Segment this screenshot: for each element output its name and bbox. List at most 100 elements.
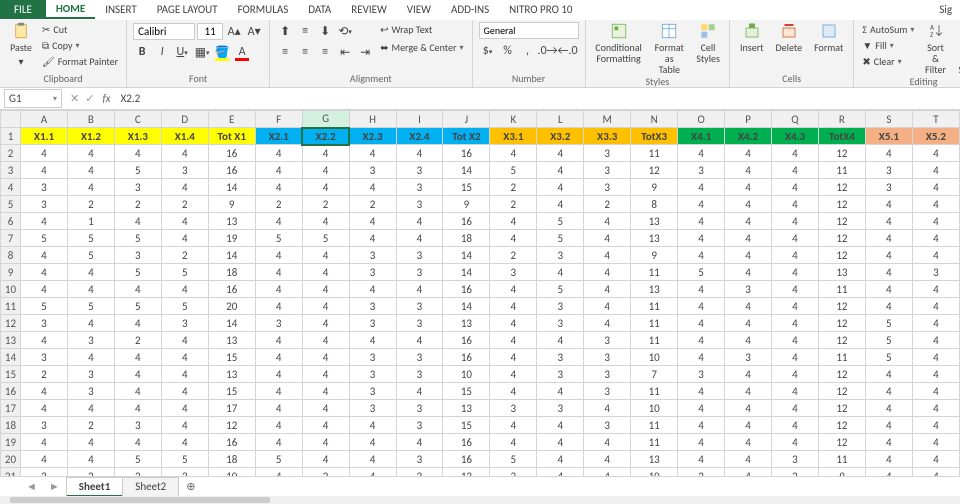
cell[interactable]: 12 — [818, 417, 865, 434]
row-header-8[interactable]: 8 — [1, 247, 21, 264]
col-header-T[interactable]: T — [912, 111, 959, 128]
cell[interactable]: 5 — [490, 162, 537, 179]
cell[interactable]: 2 — [161, 196, 208, 213]
cell[interactable]: 4 — [912, 315, 959, 332]
cell[interactable]: 4 — [161, 434, 208, 451]
cell[interactable]: X2.3 — [349, 128, 396, 145]
cut-button[interactable]: ✂Cut — [40, 22, 120, 37]
cell[interactable]: 4 — [584, 230, 631, 247]
cell[interactable]: 11 — [631, 264, 678, 281]
cell[interactable]: 4 — [302, 349, 349, 366]
row-header-7[interactable]: 7 — [1, 230, 21, 247]
cell[interactable]: 4 — [161, 417, 208, 434]
cell[interactable]: 4 — [396, 213, 443, 230]
font-color-button[interactable]: A — [233, 43, 251, 61]
border-button[interactable]: ▦▾ — [193, 43, 211, 61]
cell[interactable]: 3 — [584, 145, 631, 162]
cell[interactable]: 5 — [161, 264, 208, 281]
cell[interactable]: 4 — [865, 247, 912, 264]
menu-tab-add-ins[interactable]: ADD-INS — [441, 0, 499, 19]
cell[interactable]: 4 — [21, 281, 68, 298]
cell[interactable]: 14 — [208, 247, 255, 264]
cell[interactable]: 4 — [396, 145, 443, 162]
cell[interactable]: 3 — [396, 179, 443, 196]
cell[interactable]: 4 — [67, 315, 114, 332]
cell[interactable]: 4 — [255, 264, 302, 281]
menu-tab-view[interactable]: VIEW — [397, 0, 441, 19]
comma-button[interactable]: , — [519, 42, 537, 60]
col-header-H[interactable]: H — [349, 111, 396, 128]
cell[interactable]: 4 — [114, 349, 161, 366]
cell[interactable]: 4 — [396, 230, 443, 247]
cell[interactable]: 16 — [443, 434, 490, 451]
shrink-font-button[interactable]: A▾ — [245, 22, 263, 40]
cell[interactable]: 4 — [302, 298, 349, 315]
cell[interactable]: 4 — [725, 332, 772, 349]
cell[interactable]: 4 — [490, 315, 537, 332]
conditional-formatting-button[interactable]: Conditional Formatting — [592, 22, 646, 64]
cell[interactable]: 3 — [349, 400, 396, 417]
cell[interactable]: 4 — [67, 162, 114, 179]
cell[interactable]: 3 — [537, 400, 584, 417]
cell[interactable]: 3 — [396, 417, 443, 434]
menu-tab-page-layout[interactable]: PAGE LAYOUT — [147, 0, 228, 19]
cell[interactable]: 4 — [772, 298, 819, 315]
cell[interactable]: 4 — [21, 332, 68, 349]
cell[interactable]: 9 — [631, 247, 678, 264]
cell[interactable]: 2 — [302, 196, 349, 213]
italic-button[interactable]: I — [153, 43, 171, 61]
col-header-K[interactable]: K — [490, 111, 537, 128]
cell[interactable]: 14 — [208, 315, 255, 332]
formula-bar[interactable]: X2.2 — [117, 92, 141, 105]
underline-button[interactable]: U▾ — [173, 43, 191, 61]
cell[interactable]: 2 — [490, 247, 537, 264]
row-header-18[interactable]: 18 — [1, 417, 21, 434]
cell[interactable]: 4 — [255, 213, 302, 230]
cell[interactable]: 9 — [631, 179, 678, 196]
cell[interactable]: 4 — [912, 247, 959, 264]
cell[interactable]: 2 — [490, 196, 537, 213]
cell[interactable]: 3 — [396, 196, 443, 213]
cell[interactable]: 3 — [584, 349, 631, 366]
cell[interactable]: 5 — [255, 451, 302, 468]
cell[interactable]: 4 — [255, 145, 302, 162]
cell[interactable]: 4 — [912, 145, 959, 162]
cell[interactable]: 4 — [725, 366, 772, 383]
cell[interactable]: 3 — [725, 349, 772, 366]
cell[interactable]: 4 — [678, 281, 725, 298]
cell[interactable]: 3 — [114, 179, 161, 196]
cell[interactable]: 3 — [396, 264, 443, 281]
cell[interactable]: TotX3 — [631, 128, 678, 145]
wrap-text-button[interactable]: ↩Wrap Text — [378, 22, 465, 37]
cell[interactable]: 4 — [21, 213, 68, 230]
cell[interactable]: 4 — [161, 349, 208, 366]
grow-font-button[interactable]: A▴ — [225, 22, 243, 40]
col-header-O[interactable]: O — [678, 111, 725, 128]
cell[interactable]: 4 — [302, 434, 349, 451]
cell[interactable]: 15 — [443, 179, 490, 196]
cell[interactable]: 16 — [208, 434, 255, 451]
row-header-5[interactable]: 5 — [1, 196, 21, 213]
cell[interactable]: 4 — [537, 196, 584, 213]
cell[interactable]: 13 — [208, 366, 255, 383]
cell[interactable]: Tot X2 — [443, 128, 490, 145]
file-tab[interactable]: FILE — [0, 0, 46, 19]
cell[interactable]: 16 — [208, 281, 255, 298]
cell[interactable]: 4 — [912, 332, 959, 349]
cell[interactable]: 4 — [678, 196, 725, 213]
cell[interactable]: 4 — [255, 434, 302, 451]
cell[interactable]: 3 — [725, 281, 772, 298]
cell[interactable]: 3 — [396, 298, 443, 315]
cell[interactable]: 4 — [396, 281, 443, 298]
cell[interactable]: 4 — [865, 281, 912, 298]
cell[interactable]: 4 — [21, 451, 68, 468]
col-header-F[interactable]: F — [255, 111, 302, 128]
col-header-D[interactable]: D — [161, 111, 208, 128]
row-header-11[interactable]: 11 — [1, 298, 21, 315]
col-header-Q[interactable]: Q — [772, 111, 819, 128]
cell[interactable]: 5 — [114, 264, 161, 281]
cell[interactable]: 4 — [302, 179, 349, 196]
name-box[interactable]: G1▾ — [4, 89, 62, 108]
cell[interactable]: 3 — [67, 332, 114, 349]
cell[interactable]: 4 — [490, 383, 537, 400]
